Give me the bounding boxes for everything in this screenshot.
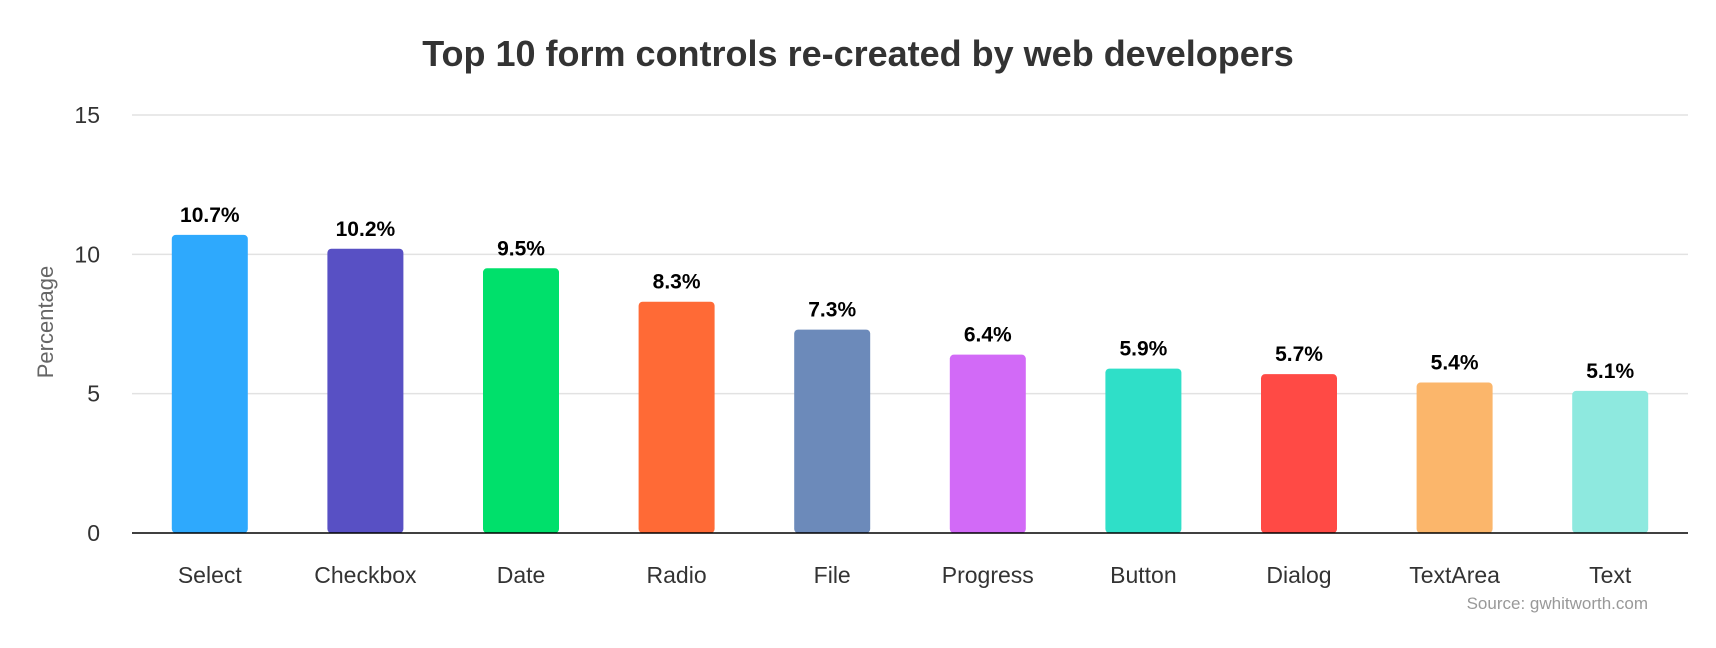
category-label: Checkbox	[314, 562, 417, 588]
data-label: 8.3%	[653, 271, 701, 294]
category-label: Radio	[647, 562, 707, 588]
category-label: Progress	[942, 562, 1034, 588]
data-label: 10.2%	[336, 218, 396, 241]
bar-progress	[949, 354, 1026, 533]
category-label: TextArea	[1409, 562, 1500, 588]
category-label: Date	[497, 562, 546, 588]
bar-radio	[638, 301, 715, 533]
source-credit: Source: gwhitworth.com	[1467, 594, 1648, 613]
category-label: Dialog	[1266, 562, 1331, 588]
x-axis-categories: Select Checkbox Date Radio File Progress Butto…	[178, 562, 1632, 588]
bar-date	[483, 268, 559, 533]
bar-file	[794, 329, 871, 533]
bar-textarea	[1416, 382, 1493, 533]
data-label: 10.7%	[180, 204, 240, 227]
category-label: File	[814, 562, 851, 588]
bar-checkbox	[327, 248, 404, 533]
y-tick-label: 10	[74, 241, 100, 267]
data-label: 6.4%	[964, 324, 1012, 347]
chart-title: Top 10 form controls re-created by web d…	[422, 33, 1294, 74]
category-label: Select	[178, 562, 243, 588]
bar-select	[171, 234, 248, 533]
data-label: 5.4%	[1431, 352, 1479, 375]
data-label: 5.1%	[1586, 360, 1634, 383]
y-axis-label: Percentage	[33, 266, 58, 379]
data-label: 9.5%	[497, 237, 545, 260]
data-label: 5.9%	[1119, 338, 1167, 361]
data-label: 5.7%	[1275, 343, 1323, 366]
bar-text	[1572, 390, 1649, 533]
category-label: Button	[1110, 562, 1177, 588]
data-labels: 10.7% 10.2% 9.5% 8.3% 7.3% 6.4% 5.9% 5.7% 5.4% 5.…	[180, 204, 1634, 383]
data-label: 7.3%	[808, 299, 856, 322]
y-tick-label: 0	[87, 520, 100, 546]
bars	[171, 234, 1649, 533]
y-tick-label: 5	[87, 381, 100, 407]
bar-button	[1105, 368, 1182, 533]
bar-dialog	[1261, 374, 1337, 533]
y-axis-ticks: 0 5 10 15	[74, 102, 100, 546]
y-tick-label: 15	[74, 102, 100, 128]
category-label: Text	[1589, 562, 1632, 588]
